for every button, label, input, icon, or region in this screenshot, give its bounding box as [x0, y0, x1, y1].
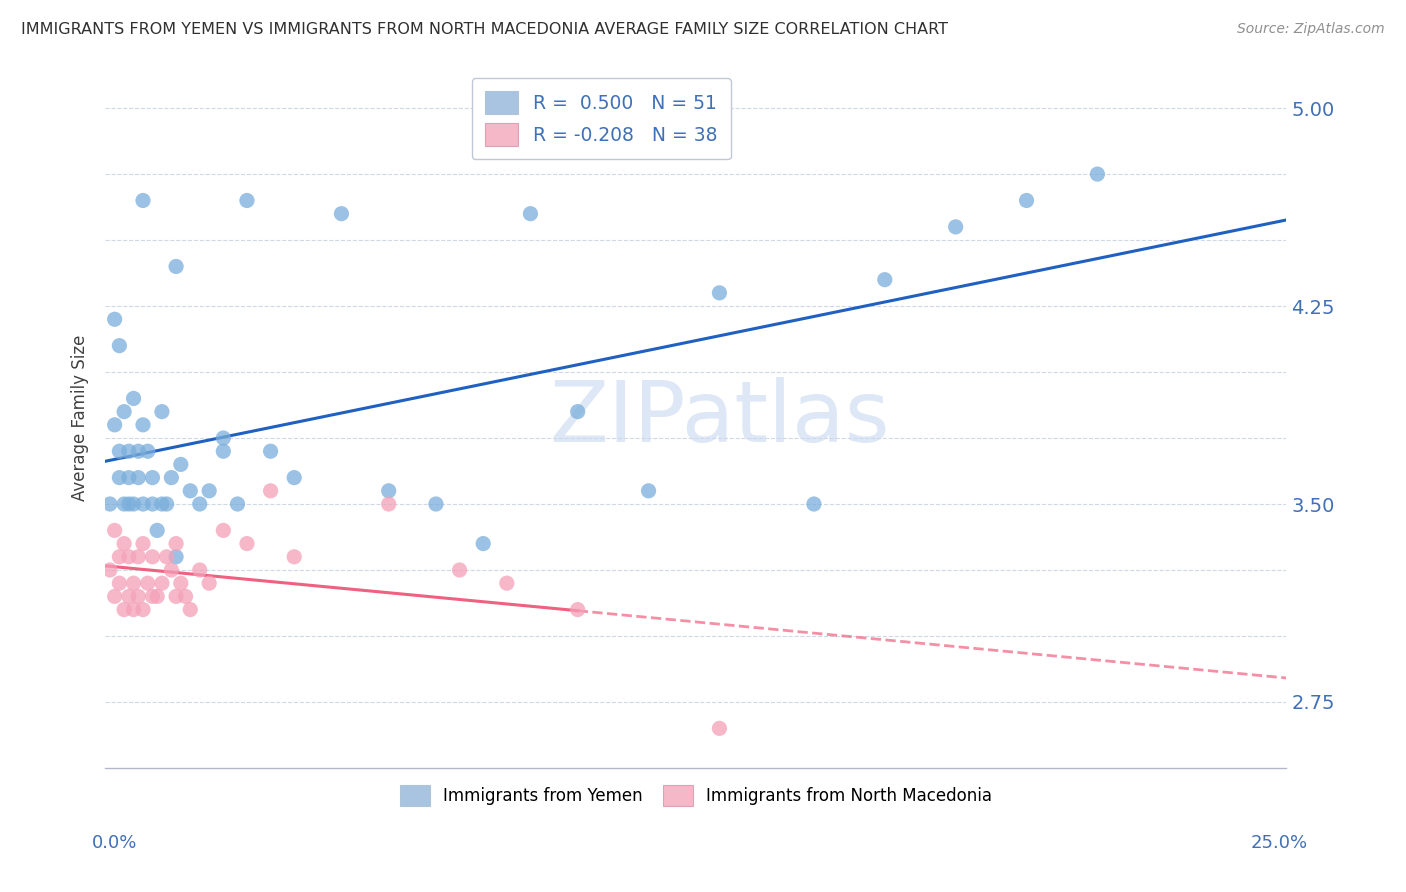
Point [112, 404, 135, 418]
Point [132, 602, 155, 616]
Point [212, 431, 235, 445]
Point [156, 497, 179, 511]
Point [112, 536, 135, 550]
Text: Source: ZipAtlas.com: Source: ZipAtlas.com [1237, 22, 1385, 37]
Point [160, 563, 183, 577]
Point [118, 549, 141, 564]
Point [495, 576, 517, 591]
Point [637, 483, 659, 498]
Point [236, 194, 259, 208]
Point [132, 536, 155, 550]
Point [132, 417, 155, 432]
Point [283, 470, 305, 484]
Point [873, 273, 896, 287]
Point [104, 417, 127, 432]
Point [141, 470, 163, 484]
Point [104, 524, 127, 538]
Point [188, 563, 211, 577]
Point [377, 483, 399, 498]
Point [98, 563, 121, 577]
Point [112, 497, 135, 511]
Point [198, 483, 221, 498]
Point [165, 549, 187, 564]
Point [108, 444, 131, 458]
Point [118, 470, 141, 484]
Point [283, 549, 305, 564]
Point [425, 497, 447, 511]
Point [174, 590, 197, 604]
Point [112, 602, 135, 616]
Y-axis label: Average Family Size: Average Family Size [72, 335, 89, 501]
Point [567, 602, 589, 616]
Point [259, 444, 281, 458]
Point [132, 194, 155, 208]
Point [108, 470, 131, 484]
Legend: Immigrants from Yemen, Immigrants from North Macedonia: Immigrants from Yemen, Immigrants from N… [389, 775, 1002, 815]
Point [122, 602, 145, 616]
Point [236, 536, 259, 550]
Point [226, 497, 249, 511]
Point [170, 576, 193, 591]
Point [146, 524, 169, 538]
Text: 0.0%: 0.0% [91, 834, 136, 852]
Point [472, 536, 495, 550]
Point [1015, 194, 1038, 208]
Point [136, 444, 159, 458]
Text: IMMIGRANTS FROM YEMEN VS IMMIGRANTS FROM NORTH MACEDONIA AVERAGE FAMILY SIZE COR: IMMIGRANTS FROM YEMEN VS IMMIGRANTS FROM… [21, 22, 948, 37]
Point [127, 444, 149, 458]
Point [259, 483, 281, 498]
Point [141, 497, 163, 511]
Point [449, 563, 471, 577]
Point [150, 576, 173, 591]
Point [108, 339, 131, 353]
Point [141, 549, 163, 564]
Point [165, 590, 187, 604]
Point [198, 576, 221, 591]
Point [122, 576, 145, 591]
Point [803, 497, 825, 511]
Point [212, 524, 235, 538]
Point [945, 219, 967, 234]
Point [127, 549, 149, 564]
Point [377, 497, 399, 511]
Point [709, 722, 731, 736]
Point [98, 497, 121, 511]
Point [104, 312, 127, 326]
Point [104, 590, 127, 604]
Point [1087, 167, 1109, 181]
Point [179, 602, 201, 616]
Point [118, 444, 141, 458]
Point [127, 470, 149, 484]
Point [108, 549, 131, 564]
Point [122, 392, 145, 406]
Point [519, 207, 541, 221]
Point [118, 590, 141, 604]
Point [118, 497, 141, 511]
Point [150, 497, 173, 511]
Point [122, 497, 145, 511]
Point [127, 590, 149, 604]
Point [156, 549, 179, 564]
Point [141, 590, 163, 604]
Point [212, 444, 235, 458]
Text: ZIPatlas: ZIPatlas [550, 376, 890, 459]
Point [132, 497, 155, 511]
Point [146, 590, 169, 604]
Point [160, 470, 183, 484]
Point [567, 404, 589, 418]
Point [170, 458, 193, 472]
Point [150, 404, 173, 418]
Point [179, 483, 201, 498]
Point [165, 260, 187, 274]
Point [108, 576, 131, 591]
Point [188, 497, 211, 511]
Point [165, 536, 187, 550]
Text: 25.0%: 25.0% [1250, 834, 1308, 852]
Point [709, 285, 731, 300]
Point [136, 576, 159, 591]
Point [330, 207, 353, 221]
